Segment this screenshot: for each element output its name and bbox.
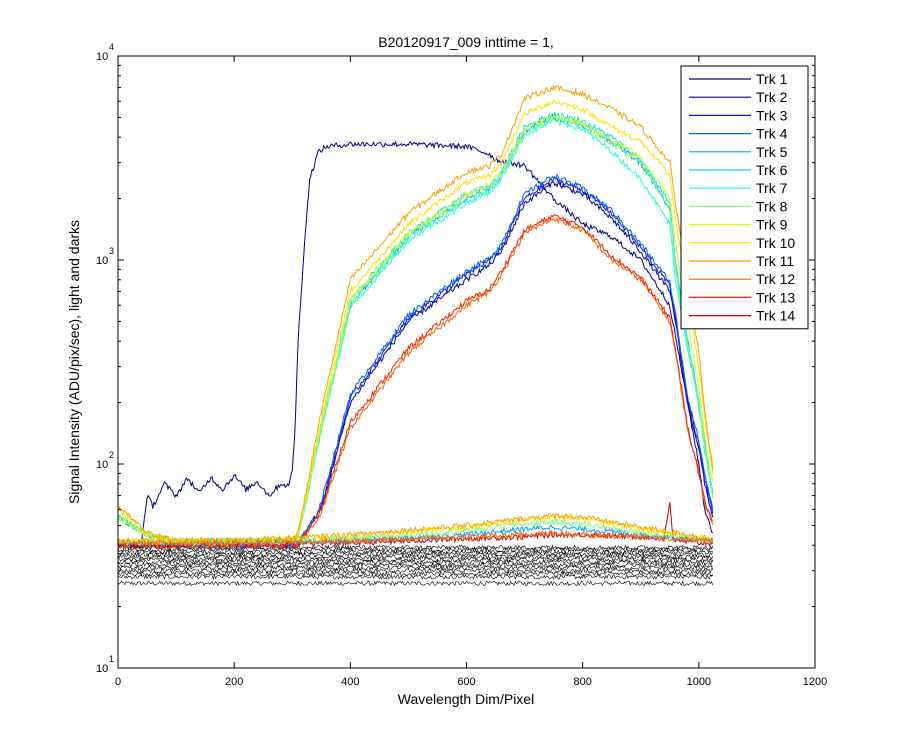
series-line-16: [117, 513, 714, 546]
dark-trace-6: [117, 561, 713, 569]
x-tick-label: 800: [573, 676, 591, 688]
series-line-19: [118, 529, 714, 548]
legend-box: [680, 65, 809, 330]
legend-label: Trk 8: [756, 198, 788, 214]
y-tick-label: 10: [96, 51, 108, 63]
legend-label: Trk 3: [756, 107, 788, 123]
legend-label: Trk 10: [756, 235, 795, 251]
legend-label: Trk 6: [756, 162, 788, 178]
series-layer: [117, 84, 714, 587]
y-tick-label: 10: [96, 459, 108, 471]
dark-trace-7: [117, 559, 714, 566]
y-tick-exponent: 1: [109, 654, 114, 664]
legend-label: Trk 11: [756, 253, 794, 269]
x-axis-label: Wavelength Dim/Pixel: [398, 691, 534, 707]
series-line-1: [117, 140, 714, 549]
chart-title: B20120917_009 inttime = 1,: [378, 34, 554, 50]
legend-label: Trk 1: [756, 71, 788, 87]
y-tick-label: 10: [96, 255, 108, 267]
x-tick-label: 200: [225, 676, 243, 688]
x-tick-label: 1200: [803, 676, 827, 688]
legend-label: Trk 7: [756, 180, 788, 196]
dark-trace-11: [117, 548, 713, 556]
dark-trace-9: [117, 553, 714, 561]
y-tick-exponent: 4: [109, 42, 114, 52]
legend-label: Trk 2: [756, 89, 788, 105]
dark-trace-8: [117, 556, 714, 563]
legend-label: Trk 9: [756, 217, 788, 233]
y-axis-label: Signal Intensity (ADU/pix/sec), light an…: [66, 220, 82, 504]
dark-trace-1: [117, 580, 714, 587]
x-tick-label: 600: [457, 676, 475, 688]
dark-trace-3: [117, 570, 713, 577]
legend-label: Trk 12: [756, 271, 795, 287]
dark-trace-12: [117, 546, 713, 553]
x-tick-label: 400: [341, 676, 359, 688]
legend-label: Trk 13: [756, 289, 795, 305]
series-line-12: [117, 216, 714, 550]
series-line-17: [117, 512, 714, 545]
legend-label: Trk 5: [756, 144, 788, 160]
y-tick-exponent: 2: [109, 450, 114, 460]
legend: Trk 1 Trk 2 Trk 3 Trk 4 Trk 5 Trk 6 Trk 7 Trk 8…: [680, 65, 809, 330]
x-tick-label: 1000: [687, 676, 711, 688]
dark-trace-2: [117, 573, 713, 581]
legend-label: Trk 14: [756, 308, 795, 324]
y-tick-label: 10: [96, 663, 108, 675]
y-tick-exponent: 3: [109, 246, 114, 256]
x-tick-label: 0: [115, 676, 121, 688]
legend-label: Trk 4: [756, 126, 788, 142]
series-line-13: [117, 214, 714, 550]
dark-trace-5: [117, 564, 714, 572]
dark-trace-13: [117, 544, 714, 551]
